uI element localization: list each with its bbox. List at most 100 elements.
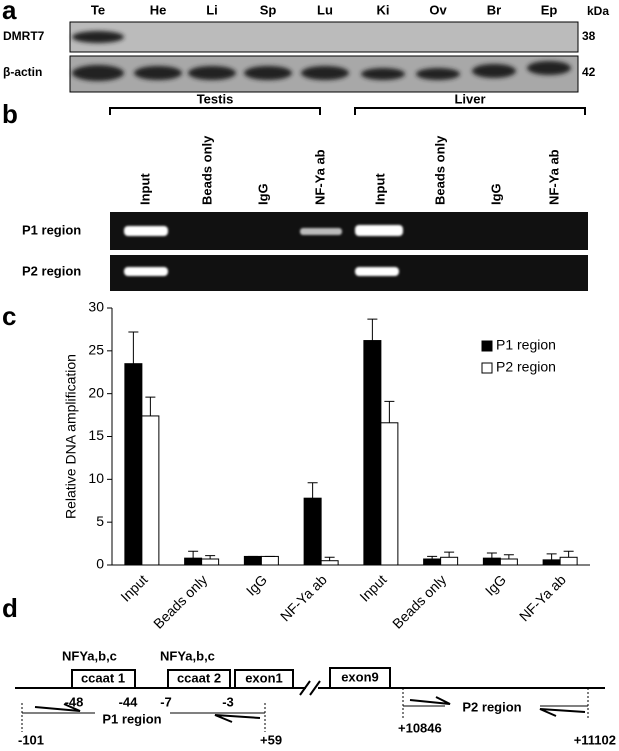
unit-label: kDa	[587, 4, 609, 18]
y-axis-label: Relative DNA amplification	[63, 354, 79, 519]
panel-label: c	[2, 301, 16, 331]
x-tick-label: Input	[117, 571, 150, 604]
bar	[320, 560, 339, 566]
error-bar	[128, 331, 139, 364]
column-label: IgG	[488, 183, 503, 205]
column-label: NF-Ya ab	[546, 149, 561, 205]
column-label: NF-Ya ab	[312, 149, 327, 205]
position-label: -3	[222, 694, 234, 709]
lane-label: Te	[91, 2, 105, 17]
lane-label: He	[150, 2, 167, 17]
lane-label: Ki	[377, 2, 390, 17]
legend-label: P2 region	[496, 359, 556, 375]
box-label: ccaat 2	[177, 670, 221, 685]
y-tick-label: 20	[88, 384, 104, 400]
row-label: P1 region	[22, 222, 81, 237]
bands	[72, 61, 571, 81]
panel-label: d	[2, 593, 18, 623]
gel-bands	[124, 225, 403, 276]
size-label: 42	[582, 65, 596, 79]
x-tick-label: NF-Ya ab	[277, 571, 330, 624]
bar	[423, 558, 442, 566]
lane-label: Ep	[541, 2, 558, 17]
primer-label: P2 region	[462, 699, 521, 714]
error-bar	[188, 550, 199, 559]
gel	[110, 255, 588, 291]
column-label: IgG	[255, 183, 270, 205]
error-bar	[546, 553, 557, 560]
bar	[201, 558, 220, 566]
error-bar	[307, 482, 318, 499]
primer-label: P1 region	[102, 711, 161, 726]
bar	[243, 555, 262, 566]
position-label: -48	[65, 694, 84, 709]
position-label: +10846	[398, 720, 442, 735]
bar	[380, 422, 399, 566]
error-bar	[503, 554, 514, 560]
bar	[482, 557, 501, 566]
error-bar	[145, 396, 156, 416]
legend-swatch	[481, 362, 493, 374]
legend-swatch	[481, 340, 493, 352]
box-label: ccaat 1	[81, 670, 125, 685]
factor-label: NFYa,b,c	[62, 648, 117, 663]
lane-label: Sp	[260, 2, 277, 17]
panel-label: a	[2, 0, 17, 25]
error-bar	[324, 556, 335, 561]
bar	[303, 497, 322, 566]
position-label: -7	[160, 694, 172, 709]
bar	[141, 415, 160, 566]
position-label: -44	[119, 694, 139, 709]
row-label: P2 region	[22, 263, 81, 278]
box-label: exon1	[245, 670, 283, 685]
position-label: -101	[18, 732, 44, 747]
lane-label: Li	[206, 2, 218, 17]
column-label: Input	[137, 173, 152, 205]
column-label: Beads only	[199, 135, 214, 205]
legend-label: P1 region	[496, 337, 556, 353]
lane-label: Ov	[429, 2, 447, 17]
x-tick-label: IgG	[243, 571, 270, 598]
error-bar	[367, 318, 378, 341]
panel-d	[15, 667, 605, 732]
bracket	[109, 107, 586, 115]
bar	[542, 559, 561, 566]
panel-label: b	[2, 99, 18, 129]
group-label: Testis	[197, 91, 234, 106]
error-bar	[563, 550, 574, 558]
error-bar	[384, 400, 395, 423]
y-tick-label: 5	[96, 513, 104, 529]
x-tick-label: IgG	[482, 571, 509, 598]
x-tick-label: Beads only	[150, 571, 210, 631]
gel	[110, 212, 588, 250]
bar	[499, 558, 518, 566]
box-label: exon9	[341, 669, 379, 684]
bar	[363, 340, 382, 566]
x-tick-label: Beads only	[389, 571, 449, 631]
x-tick-label: Input	[356, 571, 389, 604]
bar	[184, 557, 203, 566]
error-bar	[427, 555, 438, 560]
factor-label: NFYa,b,c	[160, 648, 215, 663]
bar	[124, 363, 143, 566]
row-label: β-actin	[3, 65, 42, 79]
error-bar	[205, 555, 216, 560]
error-bar	[444, 551, 455, 558]
bar	[559, 556, 578, 566]
y-tick-label: 25	[88, 342, 104, 358]
band	[72, 31, 124, 43]
y-tick-label: 10	[88, 470, 104, 486]
column-label: Input	[372, 173, 387, 205]
lane-label: Lu	[317, 2, 333, 17]
y-tick-label: 15	[88, 427, 104, 443]
group-label: Liver	[454, 91, 485, 106]
bar	[260, 555, 279, 566]
bar	[440, 556, 459, 566]
position-label: +11102	[574, 732, 616, 747]
row-label: DMRT7	[3, 29, 45, 43]
y-tick-label: 30	[88, 299, 104, 315]
x-tick-label: NF-Ya ab	[516, 571, 569, 624]
panel-a	[69, 21, 579, 93]
size-label: 38	[582, 29, 596, 43]
